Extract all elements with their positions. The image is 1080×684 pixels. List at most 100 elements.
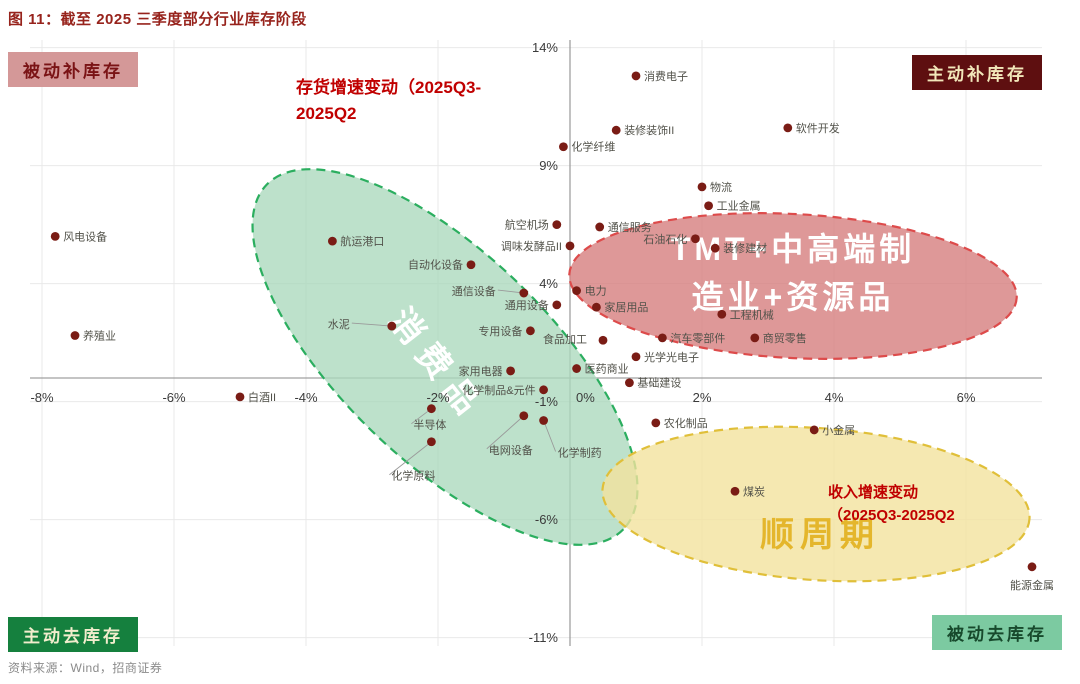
data-point-dot [552,220,562,230]
y-axis-title: 存货增速变动（2025Q3- [296,77,481,97]
data-point-dot [697,182,707,192]
x-tick-label: 4% [825,390,844,405]
data-point-dot [572,364,581,373]
data-point-dot [526,326,535,336]
figure-title: 图 11：截至 2025 三季度部分行业库存阶段 [8,11,307,28]
data-point-label: 养殖业 [83,329,116,343]
x-tick-label: -2% [426,390,450,405]
data-point-dot [328,236,337,246]
data-point-dot [651,418,661,428]
data-point-dot [595,222,605,232]
data-point-dot [559,142,568,152]
data-point-label: 自动化设备 [408,258,463,272]
data-point-label: 装修装饰II [624,123,674,137]
data-point-label: 化学原料 [391,469,435,483]
x-tick-label: -8% [30,390,54,405]
x-tick-label: 6% [957,390,976,405]
group-ellipse-procyclical [601,425,1031,583]
data-point-dot [427,437,436,447]
y-tick-label: -11% [529,630,559,645]
data-point-label: 电力 [585,285,607,298]
data-point-label: 消费电子 [644,69,688,83]
data-point-dot [691,234,700,244]
data-point-dot [783,123,793,133]
data-point-dot [387,321,397,331]
y-tick-label: -6% [535,512,559,527]
data-point-label: 医药商业 [585,362,629,376]
group-label-tmt-highend-resources: TMT+中高端制 [671,231,915,267]
data-point-label: 航空机场 [505,218,549,232]
data-point-label: 装修建材 [723,241,767,255]
data-point-label: 小金属 [822,423,855,437]
y-tick-label: 4% [539,276,558,291]
y-tick-label: 9% [539,158,558,173]
quadrant-label-active-restocking: 主动补库存 [912,55,1042,90]
data-point-label: 白酒II [248,390,276,404]
data-point-label: 化学制品&元件 [462,383,535,397]
data-point-label: 电网设备 [489,443,533,457]
data-point-label: 能源金属 [1010,578,1054,592]
data-point-dot [710,243,720,253]
data-point-dot [704,201,713,211]
group-label-tmt-highend-resources: 造业+资源品 [692,279,895,315]
data-point-label: 物流 [710,180,732,194]
data-point-label: 汽车零部件 [670,331,725,345]
label-leader-line [351,322,392,327]
quadrant-label-passive-destocking: 被动去库存 [932,615,1062,650]
data-point-dot [50,232,60,241]
x-tick-label: 2% [693,390,712,405]
data-point-dot [539,385,548,395]
data-point-label: 通信设备 [452,284,496,298]
x-axis-title: （2025Q3-2025Q2 [828,506,955,524]
quadrant-label-active-destocking: 主动去库存 [8,617,138,652]
quadrant-label-passive-restocking: 被动补库存 [8,52,138,87]
data-point-label: 工程机械 [730,307,774,321]
data-point-label: 食品加工 [543,332,587,346]
data-point-label: 石油石化 [643,232,687,246]
data-point-label: 基础建设 [637,376,681,390]
x-tick-label: -6% [162,390,186,405]
data-point-dot [519,411,529,421]
data-point-label: 家用电器 [459,364,503,378]
label-leader-line [389,441,432,476]
data-point-dot [552,300,562,310]
data-point-dot [427,404,436,414]
x-tick-label: -4% [294,390,318,405]
data-point-dot [598,335,608,345]
data-point-dot [565,241,575,251]
data-point-label: 煤炭 [743,485,765,498]
data-point-label: 专用设备 [478,324,522,338]
data-point-label: 光学光电子 [644,350,699,364]
group-ellipse-consumer [251,168,639,546]
y-tick-label: -1% [535,394,559,409]
y-axis-title: 2025Q2 [296,104,357,123]
label-leader-line [486,415,525,450]
data-point-label: 家居用品 [604,300,648,314]
data-point-dot [519,288,529,298]
data-point-dot [466,260,476,270]
data-point-label: 农化制品 [664,416,708,430]
data-point-label: 化学纤维 [571,140,615,154]
data-point-label: 软件开发 [796,121,840,135]
data-point-dot [717,309,727,319]
data-point-label: 半导体 [413,418,446,432]
data-point-label: 风电设备 [63,229,107,243]
group-ellipse-tmt-highend-resources [568,212,1018,360]
data-point-label: 商贸零售 [763,331,807,345]
data-point-dot [631,352,641,362]
x-tick-label: 0% [576,390,595,405]
data-point-dot [572,286,581,296]
data-point-dot [506,366,515,376]
data-point-dot [70,331,80,340]
data-point-label: 通用设备 [505,298,549,312]
y-tick-label: 14% [532,40,558,55]
label-leader-line [543,420,557,452]
data-point-dot [539,416,548,425]
data-point-label: 调味发酵品II [501,239,562,253]
data-point-dot [750,333,760,343]
data-point-label: 工业金属 [717,199,761,213]
data-point-label: 通信服务 [608,221,652,234]
data-point-label: 水泥 [328,318,350,331]
